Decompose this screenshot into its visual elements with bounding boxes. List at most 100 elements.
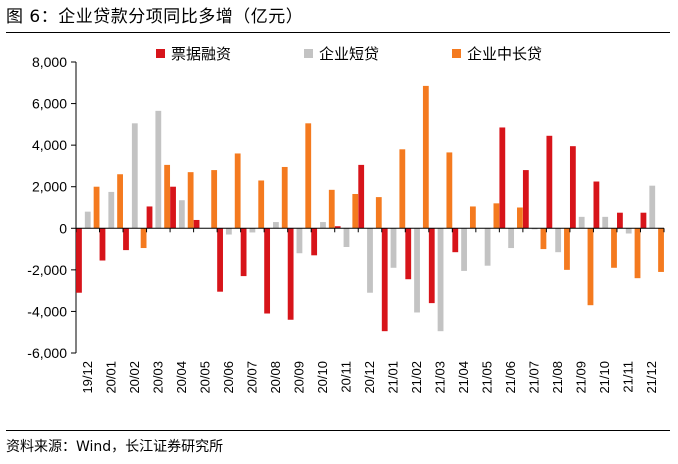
bar-2-21/05 <box>484 228 491 266</box>
bar-1-21/01 <box>381 228 388 332</box>
x-tick-label: 20/03 <box>150 361 165 394</box>
bar-3-20/11 <box>352 193 359 229</box>
bar-2-20/07 <box>249 228 256 233</box>
bar-1-20/11 <box>334 226 341 229</box>
x-tick-label: 21/10 <box>597 361 612 394</box>
bar-3-20/04 <box>187 172 194 229</box>
bar-3-21/09 <box>587 228 594 306</box>
y-tick-label: 2,000 <box>32 179 67 195</box>
bar-2-21/11 <box>625 228 632 234</box>
legend-item: 票据融资 <box>156 45 231 63</box>
bar-3-19/12 <box>93 186 100 229</box>
plot-area: -6,000 -4,000 -2,000 0 2,000 4,000 6,000 8,000 1… <box>27 54 665 394</box>
x-tick-label: 21/06 <box>503 361 518 394</box>
bar-1-20/04 <box>170 186 176 229</box>
x-tick-label: 20/04 <box>174 361 189 394</box>
bar-1-21/07 <box>522 170 529 229</box>
x-tick-label: 21/02 <box>409 361 424 394</box>
bar-1-20/03 <box>146 206 153 229</box>
bar-3-20/12 <box>375 197 382 229</box>
legend-label: 企业中长贷 <box>467 45 542 63</box>
legend-swatch <box>304 49 313 58</box>
bar-1-20/01 <box>99 228 106 261</box>
bar-1-21/11 <box>617 212 623 229</box>
y-tick-label: 0 <box>59 220 67 236</box>
bar-1-20/02 <box>123 228 129 251</box>
y-tick-label: -4,000 <box>27 303 67 319</box>
bar-3-21/12 <box>658 228 664 272</box>
bar-2-20/04 <box>178 200 185 229</box>
bar-3-20/08 <box>281 166 288 229</box>
bar-2-21/08 <box>555 228 562 253</box>
bar-3-20/05 <box>211 170 218 229</box>
title-divider <box>6 32 670 33</box>
bar-1-20/12 <box>358 164 365 229</box>
x-tick-label: 20/12 <box>362 361 377 394</box>
bar-3-20/07 <box>258 180 265 229</box>
bar-2-20/08 <box>273 222 279 229</box>
bar-2-20/01 <box>108 191 115 229</box>
bar-1-21/03 <box>428 228 435 304</box>
x-tick-label: 21/11 <box>621 361 636 393</box>
x-tick-label: 21/01 <box>386 361 401 394</box>
x-tick-label: 21/12 <box>644 361 659 394</box>
bar-1-20/08 <box>264 228 271 314</box>
x-tick-label: 21/07 <box>527 361 542 394</box>
bar-3-21/08 <box>564 228 570 270</box>
x-tick-label: 20/09 <box>291 361 306 394</box>
bar-1-21/09 <box>569 146 576 229</box>
x-tick-label: 20/10 <box>315 361 330 394</box>
bar-1-21/06 <box>499 127 506 229</box>
bar-3-20/03 <box>164 164 171 229</box>
figure-title: 图 6：企业贷款分项同比多增（亿元） <box>6 7 304 27</box>
bar-1-20/06 <box>217 228 223 292</box>
bar-1-20/09 <box>287 228 294 320</box>
bar-2-21/01 <box>390 228 397 268</box>
bar-1-19/12 <box>76 228 82 293</box>
bar-3-21/04 <box>469 206 476 229</box>
y-tick-label: -6,000 <box>27 345 67 361</box>
bar-2-21/03 <box>437 228 444 332</box>
source-note: 资料来源：Wind，长江证券研究所 <box>6 439 224 455</box>
legend-item: 企业短贷 <box>304 45 379 63</box>
legend-label: 票据融资 <box>171 45 231 63</box>
bar-2-21/06 <box>508 228 515 249</box>
bar-1-20/10 <box>311 228 318 256</box>
bar-3-20/02 <box>140 228 147 249</box>
bar-3-21/06 <box>517 207 523 229</box>
bar-2-21/12 <box>649 185 656 229</box>
bar-2-21/09 <box>578 216 585 229</box>
x-tick-label: 20/07 <box>244 361 259 394</box>
x-tick-label: 20/02 <box>127 361 142 394</box>
bar-3-20/09 <box>305 123 312 229</box>
bar-1-21/08 <box>546 135 553 229</box>
x-tick-label: 21/04 <box>456 361 471 394</box>
bar-3-21/05 <box>493 203 500 229</box>
x-tick-label: 20/08 <box>268 361 283 394</box>
bar-2-20/02 <box>131 123 138 229</box>
bar-1-21/02 <box>405 228 412 280</box>
bar-2-20/06 <box>225 228 232 235</box>
bar-2-20/12 <box>367 228 373 293</box>
bar-2-21/04 <box>461 228 467 271</box>
x-tick-label: 21/05 <box>480 361 495 394</box>
bar-3-20/10 <box>328 189 335 229</box>
x-tick-label: 20/01 <box>103 361 118 394</box>
legend-swatch <box>452 49 461 58</box>
bar-1-21/04 <box>452 228 459 253</box>
y-tick-label: -2,000 <box>27 262 67 278</box>
footer-divider <box>6 430 670 431</box>
bar-3-21/02 <box>422 85 429 229</box>
x-tick-label: 20/06 <box>221 361 236 394</box>
bar-3-21/07 <box>540 228 547 250</box>
bar-2-19/12 <box>84 211 91 229</box>
bar-1-21/10 <box>593 181 600 229</box>
bar-2-21/07 <box>531 228 538 230</box>
y-tick-label: 6,000 <box>32 96 67 112</box>
bar-1-20/05 <box>193 219 200 229</box>
x-tick-label: 20/05 <box>197 361 212 394</box>
x-tick-label: 19/12 <box>80 361 95 394</box>
bar-1-20/07 <box>240 228 247 277</box>
chart-legend: 票据融资 企业短贷 企业中长贷 <box>156 45 542 63</box>
x-tick-label: 21/08 <box>550 361 565 394</box>
